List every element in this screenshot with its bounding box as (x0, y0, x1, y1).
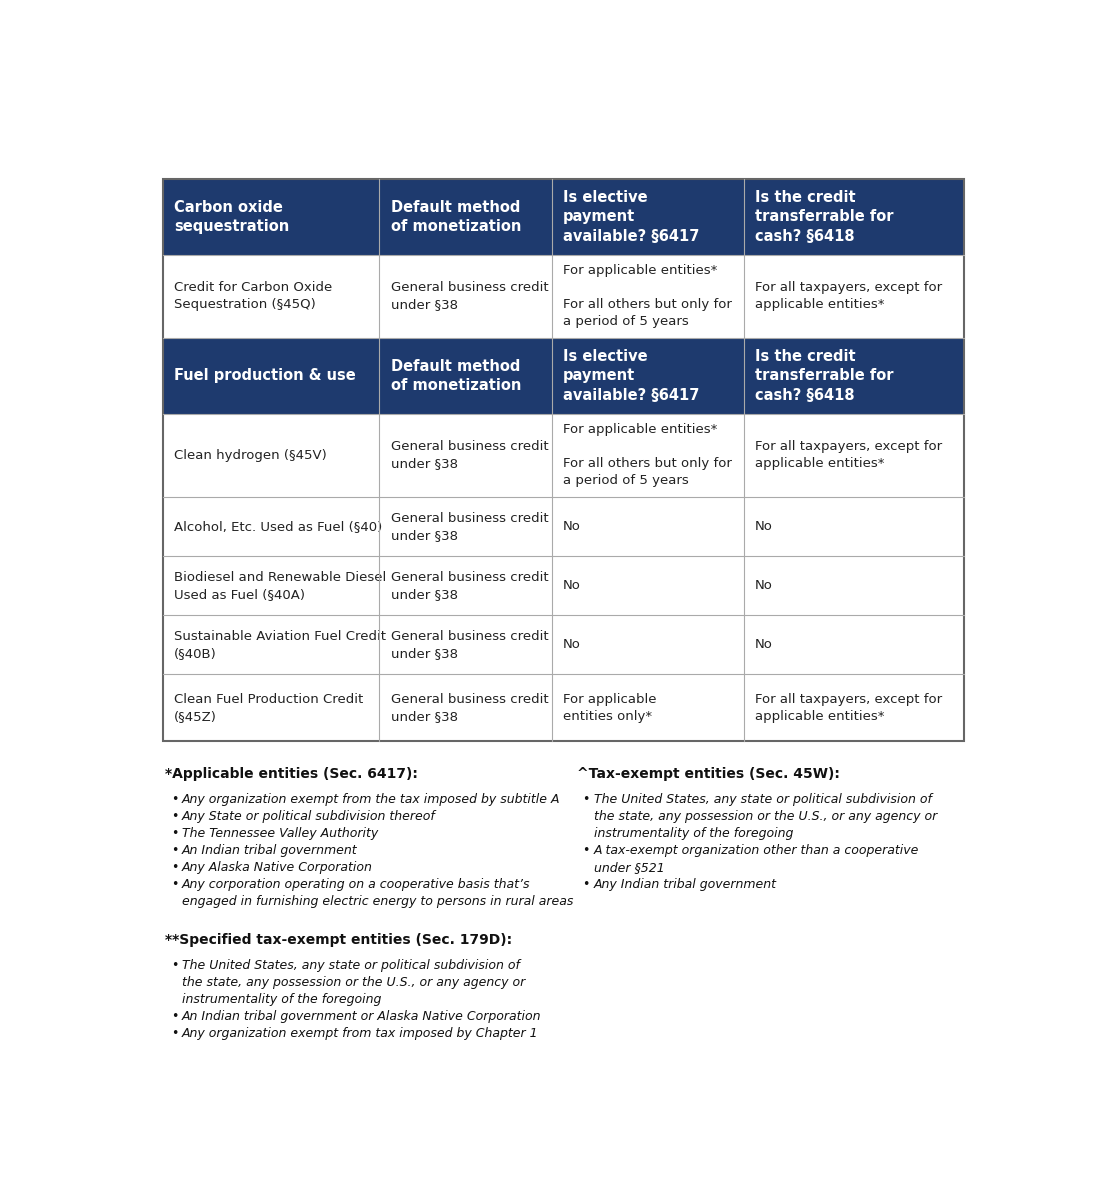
Bar (379, 179, 552, 254)
Text: •: • (170, 1027, 178, 1040)
Text: •: • (170, 827, 178, 840)
Text: Is elective
payment
available? §6417: Is elective payment available? §6417 (563, 190, 700, 245)
Text: •: • (170, 793, 178, 805)
Text: •: • (170, 878, 178, 892)
Text: •: • (583, 878, 590, 892)
Bar (744, 254, 965, 338)
Text: No: No (563, 638, 581, 652)
Text: Is the credit
transferrable for
cash? §6418: Is the credit transferrable for cash? §6… (755, 349, 893, 403)
Text: No: No (563, 520, 581, 533)
Text: An Indian tribal government: An Indian tribal government (182, 844, 358, 857)
Text: Any organization exempt from tax imposed by Chapter 1: Any organization exempt from tax imposed… (182, 1027, 539, 1040)
Bar (379, 556, 552, 616)
Bar (552, 179, 744, 254)
Text: No: No (755, 638, 773, 652)
Bar (744, 497, 965, 556)
Text: Credit for Carbon Oxide
Sequestration (§45Q): Credit for Carbon Oxide Sequestration (§… (174, 282, 332, 312)
Bar (163, 616, 380, 674)
Text: No: No (755, 580, 773, 592)
Text: •: • (170, 959, 178, 972)
Text: Default method
of monetization: Default method of monetization (390, 359, 521, 394)
Text: instrumentality of the foregoing: instrumentality of the foregoing (594, 827, 793, 840)
Text: General business credit
under §38: General business credit under §38 (390, 282, 548, 312)
Text: For applicable entities*

For all others but only for
a period of 5 years: For applicable entities* For all others … (563, 424, 732, 487)
Text: *Applicable entities (Sec. 6417):: *Applicable entities (Sec. 6417): (165, 767, 418, 781)
Text: An Indian tribal government or Alaska Native Corporation: An Indian tribal government or Alaska Na… (182, 1009, 541, 1022)
Text: General business credit
under §38: General business credit under §38 (390, 511, 548, 541)
Text: Any Alaska Native Corporation: Any Alaska Native Corporation (182, 862, 373, 874)
Text: Any organization exempt from the tax imposed by subtitle A: Any organization exempt from the tax imp… (182, 793, 560, 805)
Text: For all taxpayers, except for
applicable entities*: For all taxpayers, except for applicable… (755, 282, 943, 312)
Text: General business credit
under §38: General business credit under §38 (390, 630, 548, 660)
Text: The Tennessee Valley Authority: The Tennessee Valley Authority (182, 827, 378, 840)
Text: No: No (755, 520, 773, 533)
Text: •: • (170, 844, 178, 857)
Bar (379, 497, 552, 556)
Bar (744, 179, 965, 254)
Text: General business credit
under §38: General business credit under §38 (390, 692, 548, 722)
Text: Any State or political subdivision thereof: Any State or political subdivision there… (182, 810, 436, 823)
Text: ^Tax-exempt entities (Sec. 45W):: ^Tax-exempt entities (Sec. 45W): (576, 767, 839, 781)
Text: •: • (583, 844, 590, 857)
Text: For applicable
entities only*: For applicable entities only* (563, 692, 657, 722)
Text: The United States, any state or political subdivision of: The United States, any state or politica… (594, 793, 932, 805)
Text: engaged in furnishing electric energy to persons in rural areas: engaged in furnishing electric energy to… (182, 895, 573, 908)
Text: Any corporation operating on a cooperative basis that’s: Any corporation operating on a cooperati… (182, 878, 530, 892)
Text: Is elective
payment
available? §6417: Is elective payment available? §6417 (563, 349, 700, 403)
Bar (552, 414, 744, 497)
Text: General business credit
under §38: General business credit under §38 (390, 571, 548, 601)
Text: The United States, any state or political subdivision of: The United States, any state or politica… (182, 959, 519, 972)
Bar (744, 674, 965, 740)
Bar (163, 179, 380, 254)
Bar (163, 338, 380, 414)
Bar (552, 338, 744, 414)
Bar (744, 338, 965, 414)
Text: •: • (583, 793, 590, 805)
Bar (163, 414, 380, 497)
Bar (379, 674, 552, 740)
Bar (552, 497, 744, 556)
Bar (163, 497, 380, 556)
Text: **Specified tax-exempt entities (Sec. 179D):: **Specified tax-exempt entities (Sec. 17… (165, 932, 512, 947)
Text: General business credit
under §38: General business credit under §38 (390, 440, 548, 470)
Text: For all taxpayers, except for
applicable entities*: For all taxpayers, except for applicable… (755, 440, 943, 470)
Text: Fuel production & use: Fuel production & use (174, 368, 356, 384)
Text: Default method
of monetization: Default method of monetization (390, 199, 521, 234)
Text: Any Indian tribal government: Any Indian tribal government (594, 878, 777, 892)
Bar (163, 556, 380, 616)
Bar (379, 414, 552, 497)
Text: the state, any possession or the U.S., or any agency or: the state, any possession or the U.S., o… (182, 976, 525, 989)
Text: For all taxpayers, except for
applicable entities*: For all taxpayers, except for applicable… (755, 692, 943, 722)
Text: Alcohol, Etc. Used as Fuel (§40): Alcohol, Etc. Used as Fuel (§40) (174, 520, 383, 533)
Bar (379, 616, 552, 674)
Text: •: • (170, 862, 178, 874)
Text: Sustainable Aviation Fuel Credit
(§40B): Sustainable Aviation Fuel Credit (§40B) (174, 630, 386, 660)
Text: Biodiesel and Renewable Diesel
Used as Fuel (§40A): Biodiesel and Renewable Diesel Used as F… (174, 571, 386, 601)
Text: For applicable entities*

For all others but only for
a period of 5 years: For applicable entities* For all others … (563, 264, 732, 329)
Bar (552, 556, 744, 616)
Bar (552, 616, 744, 674)
Text: under §521: under §521 (594, 862, 664, 874)
Text: Clean hydrogen (§45V): Clean hydrogen (§45V) (174, 449, 327, 462)
Bar (744, 616, 965, 674)
Bar (552, 254, 744, 338)
Bar (379, 338, 552, 414)
Bar (552, 674, 744, 740)
Bar (744, 414, 965, 497)
Text: Clean Fuel Production Credit
(§45Z): Clean Fuel Production Credit (§45Z) (174, 692, 363, 722)
Bar (163, 674, 380, 740)
Text: the state, any possession or the U.S., or any agency or: the state, any possession or the U.S., o… (594, 810, 937, 823)
Text: No: No (563, 580, 581, 592)
Text: Is the credit
transferrable for
cash? §6418: Is the credit transferrable for cash? §6… (755, 190, 893, 245)
Text: instrumentality of the foregoing: instrumentality of the foregoing (182, 992, 382, 1006)
Bar (163, 254, 380, 338)
Text: A tax-exempt organization other than a cooperative: A tax-exempt organization other than a c… (594, 844, 918, 857)
Text: •: • (170, 810, 178, 823)
Bar (163, 179, 965, 740)
Bar (744, 556, 965, 616)
Text: •: • (170, 1009, 178, 1022)
Text: Carbon oxide
sequestration: Carbon oxide sequestration (174, 199, 289, 234)
Bar (379, 254, 552, 338)
